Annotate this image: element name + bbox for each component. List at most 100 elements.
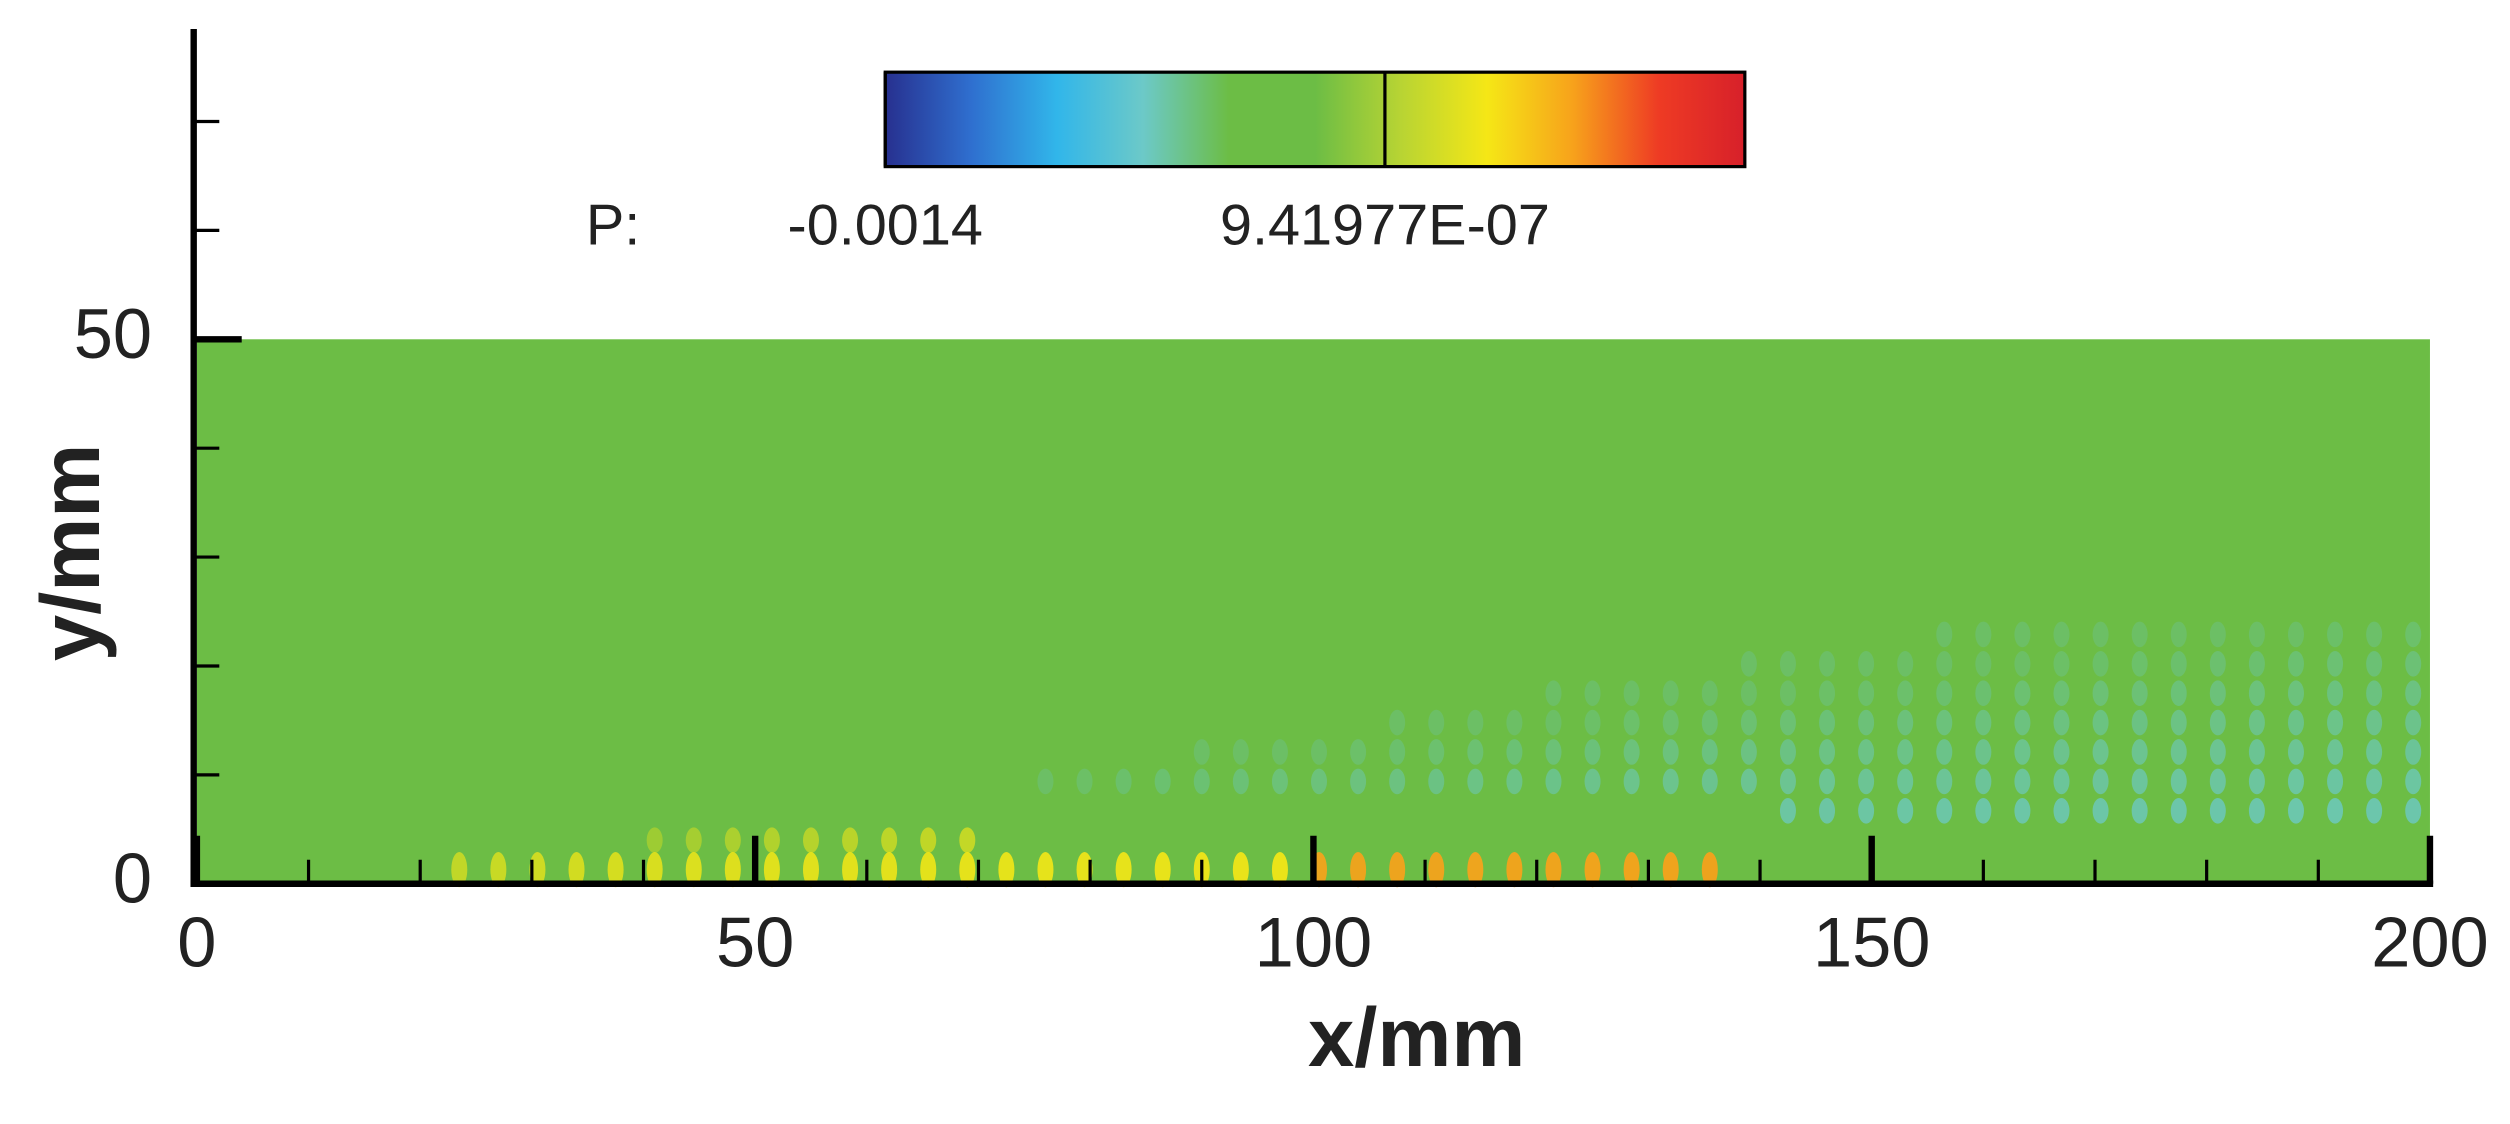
wave-blob xyxy=(1779,680,1796,706)
wave-blob xyxy=(490,851,507,888)
wave-blob xyxy=(1115,851,1132,888)
wave-blob xyxy=(1545,680,1562,706)
wave-blob xyxy=(2170,650,2187,677)
wave-pattern xyxy=(451,621,2422,888)
wave-blob xyxy=(2327,650,2344,677)
wave-blob xyxy=(1623,739,1640,765)
wave-blob xyxy=(802,827,819,854)
y-tick-label: 0 xyxy=(113,838,152,917)
wave-blob xyxy=(1975,739,1992,765)
wave-blob xyxy=(2405,739,2422,765)
wave-blob xyxy=(2131,768,2148,795)
colorbar-label: P: xyxy=(586,193,640,257)
wave-blob xyxy=(842,827,859,854)
wave-blob xyxy=(1428,739,1445,765)
wave-blob xyxy=(2248,739,2265,765)
wave-blob xyxy=(1037,768,1054,795)
wave-blob xyxy=(1584,768,1601,795)
wave-blob xyxy=(1779,650,1796,677)
wave-blob xyxy=(2209,709,2226,736)
wave-blob xyxy=(1154,768,1171,795)
wave-blob xyxy=(2209,797,2226,824)
wave-blob xyxy=(1623,709,1640,736)
wave-blob xyxy=(1154,851,1171,888)
wave-blob xyxy=(2248,621,2265,648)
wave-blob xyxy=(724,851,741,888)
wave-blob xyxy=(920,827,937,854)
wave-blob xyxy=(2327,739,2344,765)
wave-blob xyxy=(2209,768,2226,795)
wave-blob xyxy=(2014,768,2031,795)
wave-blob xyxy=(1428,851,1445,888)
wave-blob xyxy=(2131,680,2148,706)
wave-blob xyxy=(1819,709,1836,736)
wave-blob xyxy=(2092,739,2109,765)
wave-blob xyxy=(1271,739,1288,765)
wave-blob xyxy=(2287,768,2304,795)
wave-blob xyxy=(2287,709,2304,736)
wave-blob xyxy=(568,851,585,888)
wave-blob xyxy=(2131,739,2148,765)
wave-blob xyxy=(1350,851,1367,888)
wave-blob xyxy=(1350,739,1367,765)
wave-blob xyxy=(2014,650,2031,677)
wave-blob xyxy=(1936,797,1953,824)
wave-blob xyxy=(2131,797,2148,824)
wave-blob xyxy=(646,851,663,888)
wave-blob xyxy=(1740,739,1757,765)
wave-blob xyxy=(2366,709,2383,736)
wave-blob xyxy=(2170,680,2187,706)
wave-blob xyxy=(2366,650,2383,677)
wave-blob xyxy=(1897,739,1914,765)
wave-blob xyxy=(2209,680,2226,706)
wave-blob xyxy=(2170,768,2187,795)
x-tick-label: 150 xyxy=(1813,902,1931,981)
wave-blob xyxy=(2327,768,2344,795)
wave-blob xyxy=(1311,768,1328,795)
wave-blob xyxy=(1858,709,1875,736)
wave-blob xyxy=(2053,797,2070,824)
wave-blob xyxy=(2170,709,2187,736)
wave-blob xyxy=(1037,851,1054,888)
wave-blob xyxy=(2053,739,2070,765)
wave-blob xyxy=(2366,768,2383,795)
wave-blob xyxy=(2014,739,2031,765)
wave-blob xyxy=(1701,680,1718,706)
wave-blob xyxy=(2209,621,2226,648)
wave-blob xyxy=(1897,650,1914,677)
wave-blob xyxy=(451,851,468,888)
wave-blob xyxy=(646,827,663,854)
wave-blob xyxy=(2131,650,2148,677)
wave-blob xyxy=(1975,768,1992,795)
wave-blob xyxy=(2366,797,2383,824)
field xyxy=(196,339,2430,884)
wave-blob xyxy=(1623,768,1640,795)
wave-blob xyxy=(2053,621,2070,648)
wave-blob xyxy=(763,827,780,854)
wave-blob xyxy=(1232,851,1249,888)
wave-blob xyxy=(1506,739,1523,765)
wave-blob xyxy=(1858,797,1875,824)
wave-blob xyxy=(2014,680,2031,706)
wave-blob xyxy=(1936,709,1953,736)
wave-blob xyxy=(1271,768,1288,795)
wave-blob xyxy=(1232,768,1249,795)
wave-blob xyxy=(1779,709,1796,736)
wave-blob xyxy=(1584,851,1601,888)
wave-blob xyxy=(1193,768,1210,795)
wave-blob xyxy=(2248,650,2265,677)
x-tick-label: 100 xyxy=(1255,902,1373,981)
wave-blob xyxy=(1936,768,1953,795)
wave-blob xyxy=(1936,739,1953,765)
wave-blob xyxy=(2405,650,2422,677)
y-axis-label: y/mm xyxy=(24,444,117,661)
wave-blob xyxy=(1936,650,1953,677)
wave-blob xyxy=(2092,709,2109,736)
wave-blob xyxy=(1350,768,1367,795)
wave-blob xyxy=(1740,768,1757,795)
wave-blob xyxy=(685,851,702,888)
wave-blob xyxy=(2287,621,2304,648)
wave-blob xyxy=(2209,739,2226,765)
wave-blob xyxy=(2053,680,2070,706)
wave-blob xyxy=(1545,851,1562,888)
